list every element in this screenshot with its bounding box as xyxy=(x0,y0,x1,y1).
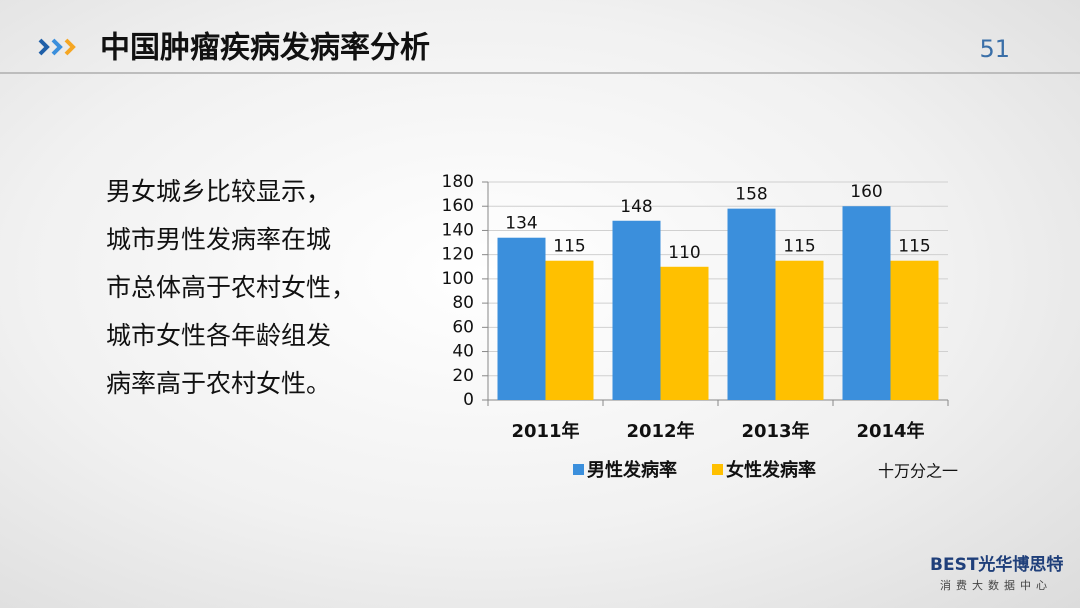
logo-subtitle: 消费大数据中心 xyxy=(940,578,1052,592)
legend-swatch xyxy=(573,464,584,475)
logo: BEST光华博思特 xyxy=(930,554,1063,575)
value-label: 158 xyxy=(735,185,767,205)
value-label: 115 xyxy=(783,237,815,257)
body-line: 城市男性发病率在城 xyxy=(106,225,332,254)
value-label: 134 xyxy=(505,214,537,234)
page-number: 51 xyxy=(979,35,1010,63)
bar xyxy=(842,206,891,400)
y-tick-label: 120 xyxy=(442,245,474,265)
x-tick-label: 2012年 xyxy=(626,420,694,442)
y-tick-label: 160 xyxy=(442,196,474,216)
x-tick-label: 2013年 xyxy=(741,420,809,442)
unit-note: 十万分之一 xyxy=(878,462,958,481)
bar xyxy=(612,220,661,400)
value-label: 148 xyxy=(620,197,652,217)
legend-swatch xyxy=(712,464,723,475)
value-label: 115 xyxy=(898,237,930,257)
y-tick-label: 180 xyxy=(442,172,474,192)
legend-label: 男性发病率 xyxy=(587,459,677,481)
y-tick-label: 0 xyxy=(463,390,474,410)
y-tick-label: 40 xyxy=(452,342,474,362)
bar xyxy=(497,237,546,400)
value-label: 160 xyxy=(850,182,882,202)
body-line: 病率高于农村女性。 xyxy=(106,369,332,398)
body-line: 城市女性各年龄组发 xyxy=(106,321,332,350)
y-tick-label: 60 xyxy=(452,317,474,337)
y-tick-label: 80 xyxy=(452,293,474,313)
y-tick-label: 140 xyxy=(442,220,474,240)
bar xyxy=(890,260,939,400)
y-tick-label: 20 xyxy=(452,366,474,386)
value-label: 110 xyxy=(668,243,700,263)
bar xyxy=(727,208,776,400)
legend-label: 女性发病率 xyxy=(726,459,816,481)
value-label: 115 xyxy=(553,237,585,257)
bar xyxy=(545,260,594,400)
body-line: 男女城乡比较显示， xyxy=(106,177,332,206)
body-line: 市总体高于农村女性， xyxy=(106,273,357,302)
bar xyxy=(660,266,709,400)
x-tick-label: 2011年 xyxy=(511,420,579,442)
bar xyxy=(775,260,824,400)
slide-title: 中国肿瘤疾病发病率分析 xyxy=(100,31,430,66)
y-tick-label: 100 xyxy=(442,269,474,289)
chevrons xyxy=(38,38,76,56)
x-tick-label: 2014年 xyxy=(856,420,924,442)
